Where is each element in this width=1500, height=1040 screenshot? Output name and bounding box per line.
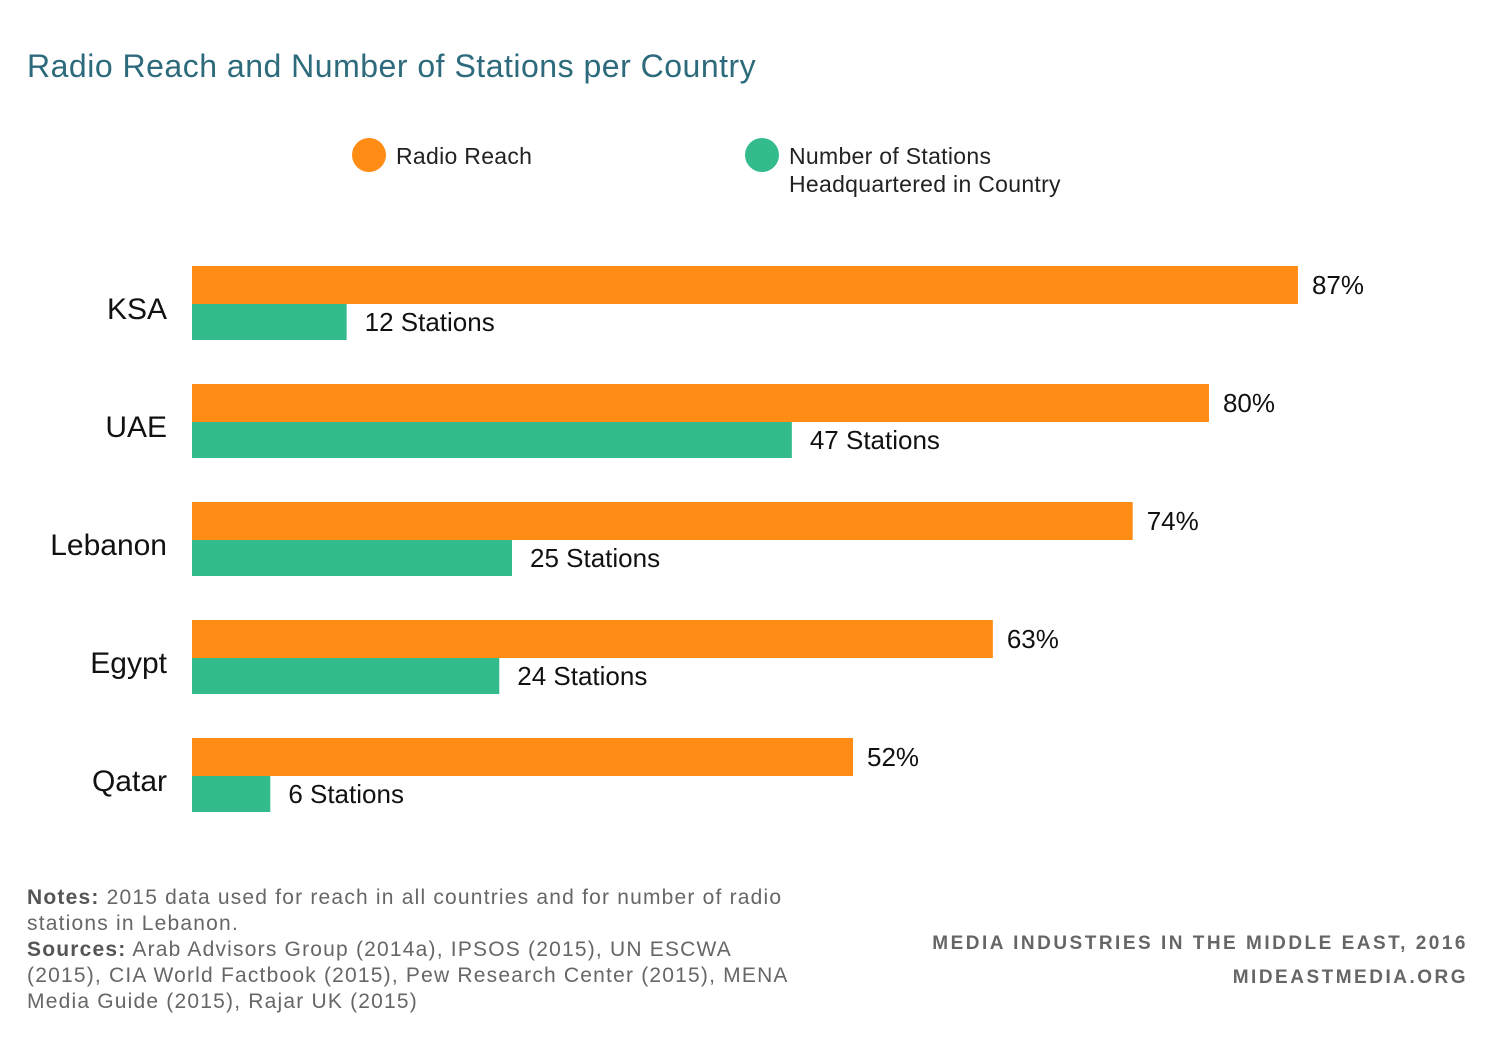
- notes-block: Notes: 2015 data used for reach in all c…: [27, 885, 807, 1015]
- credit-website: MIDEASTMEDIA.ORG: [1232, 967, 1468, 988]
- data-label-stations-ksa: 12 Stations: [365, 307, 495, 337]
- bar-radio-reach-ksa: [192, 266, 1298, 304]
- category-label-egypt: Egypt: [90, 647, 167, 680]
- sources-label: Sources:: [27, 938, 127, 961]
- category-label-ksa: KSA: [107, 293, 167, 326]
- data-label-stations-qatar: 6 Stations: [288, 779, 404, 809]
- notes-label: Notes:: [27, 886, 100, 909]
- data-label-radio-reach-uae: 80%: [1223, 388, 1275, 418]
- bar-stations-egypt: [192, 658, 500, 694]
- legend-item-stations: Number of Stations Headquartered in Coun…: [745, 138, 1061, 198]
- category-label-lebanon: Lebanon: [50, 529, 167, 562]
- data-label-radio-reach-egypt: 63%: [1007, 624, 1059, 654]
- data-label-stations-uae: 47 Stations: [810, 425, 940, 455]
- chart-title: Radio Reach and Number of Stations per C…: [27, 48, 757, 84]
- legend-label-radio-reach: Radio Reach: [396, 143, 533, 169]
- sources-text: Arab Advisors Group (2014a), IPSOS (2015…: [27, 938, 788, 1013]
- category-label-uae: UAE: [105, 411, 167, 444]
- bar-radio-reach-egypt: [192, 620, 993, 658]
- category-label-qatar: Qatar: [92, 765, 167, 798]
- legend-item-radio-reach: Radio Reach: [352, 138, 533, 172]
- bar-radio-reach-uae: [192, 384, 1209, 422]
- bar-chart: KSA 87% 12 Stations UAE 80% 47 Stations Lebano…: [50, 266, 1364, 812]
- data-label-stations-egypt: 24 Stations: [517, 661, 647, 691]
- bar-stations-ksa: [192, 304, 347, 340]
- bar-radio-reach-lebanon: [192, 502, 1133, 540]
- data-label-stations-lebanon: 25 Stations: [530, 543, 660, 573]
- legend-swatch-radio-reach: [352, 138, 386, 172]
- bar-stations-uae: [192, 422, 792, 458]
- data-label-radio-reach-ksa: 87%: [1312, 270, 1364, 300]
- legend-swatch-stations: [745, 138, 779, 172]
- bar-stations-lebanon: [192, 540, 512, 576]
- legend-label-stations: Number of Stations Headquartered in Coun…: [789, 143, 1061, 197]
- bar-stations-qatar: [192, 776, 271, 812]
- data-label-radio-reach-lebanon: 74%: [1147, 506, 1199, 536]
- credit-publication: MEDIA INDUSTRIES IN THE MIDDLE EAST, 201…: [932, 933, 1468, 954]
- bar-radio-reach-qatar: [192, 738, 854, 776]
- notes-text: 2015 data used for reach in all countrie…: [27, 886, 783, 935]
- data-label-radio-reach-qatar: 52%: [867, 742, 919, 772]
